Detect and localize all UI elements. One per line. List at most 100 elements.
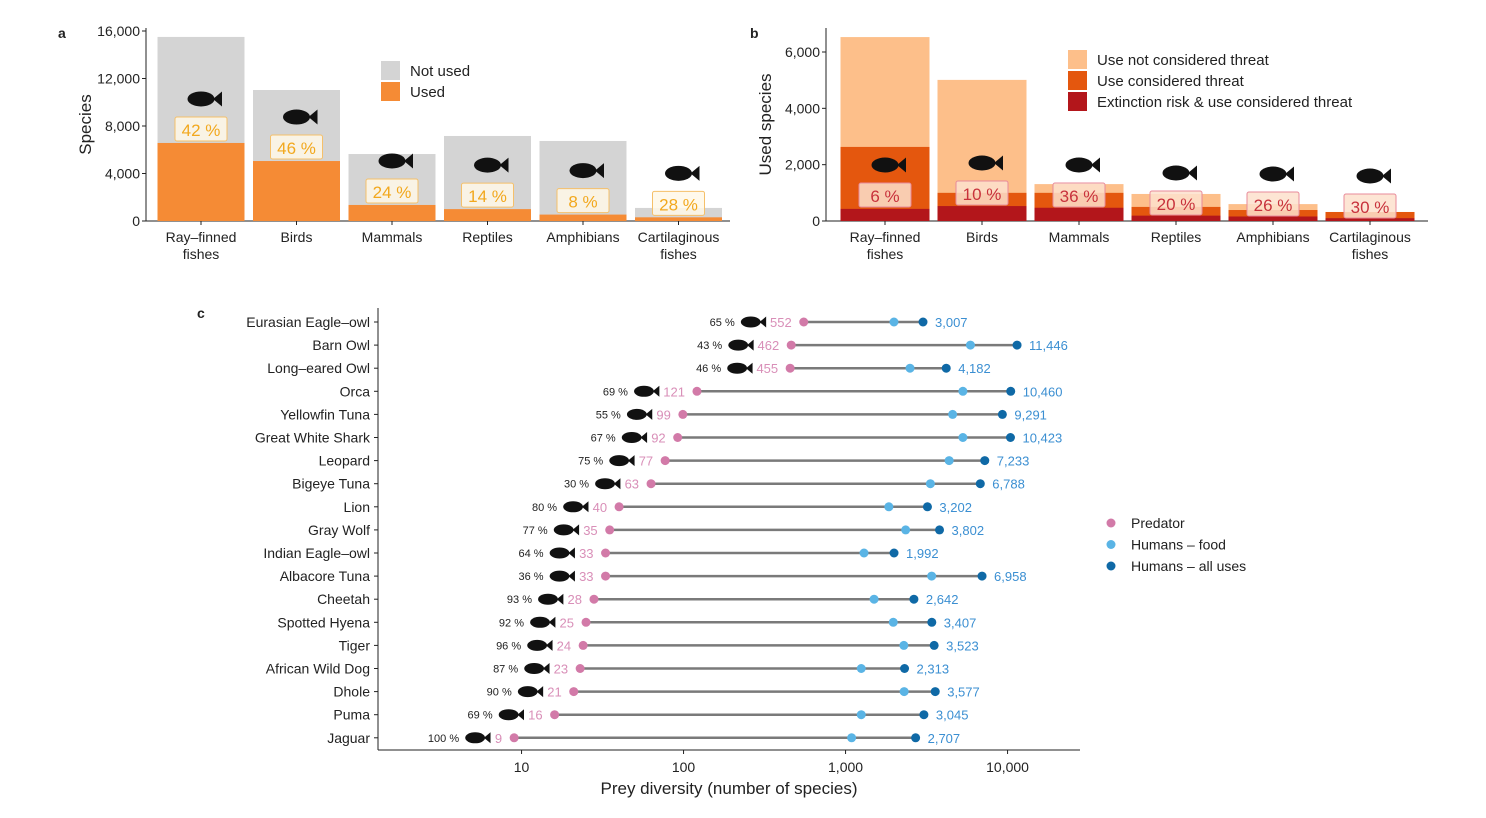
- percent-label: 69 %: [468, 710, 493, 722]
- panel-c: 10 100 1,000 10,000 Prey diversity (number o…: [246, 308, 1246, 798]
- bird-icon: [283, 109, 318, 125]
- x-axis-title: Prey diversity (number of species): [601, 779, 858, 798]
- percent-label: 30 %: [564, 479, 589, 491]
- x-tick-label-line: Birds: [966, 229, 998, 245]
- y-tick-label: 2,000: [785, 157, 820, 173]
- food-point: [944, 456, 954, 466]
- all-uses-value: 4,182: [958, 361, 991, 376]
- bar-used: [539, 214, 627, 221]
- all-uses-value: 10,460: [1023, 384, 1063, 399]
- species-label: Long–eared Owl: [267, 360, 370, 376]
- data-label-text: 6 %: [870, 187, 899, 206]
- data-label-text: 10 %: [963, 185, 1002, 204]
- all-uses-value: 6,788: [992, 477, 1025, 492]
- y-axis-title: Species: [76, 94, 95, 154]
- predator-value: 99: [656, 407, 670, 422]
- predator-point: [692, 386, 702, 396]
- predator-value: 33: [579, 546, 593, 561]
- x-tick-label: Birds: [281, 229, 313, 245]
- predator-point: [786, 340, 796, 350]
- orca-icon-tail: [652, 385, 660, 397]
- owl-icon-body: [740, 316, 761, 328]
- food-point: [958, 386, 968, 396]
- predator-point: [550, 710, 560, 720]
- species-label: Spotted Hyena: [277, 614, 370, 630]
- species-label: Dhole: [333, 684, 370, 700]
- all-uses-value: 1,992: [906, 546, 939, 561]
- x-tick-label: Mammals: [362, 229, 423, 245]
- tiger-icon: [527, 639, 553, 651]
- owl-icon: [549, 547, 575, 559]
- all-uses-value: 3,407: [944, 615, 977, 630]
- data-label-box: [365, 178, 419, 204]
- legend-label: Not used: [410, 63, 470, 80]
- boar-icon: [1065, 157, 1100, 173]
- legend-marker: [1106, 540, 1116, 549]
- species-label: Lion: [344, 499, 370, 515]
- x-tick-label-line: Birds: [281, 229, 313, 245]
- food-point: [889, 317, 899, 327]
- data-label: 36 %: [1052, 182, 1106, 208]
- fish-icon-tail: [213, 91, 222, 107]
- bar-extinction-risk-use-considered-threat: [1228, 216, 1318, 221]
- tuna-icon-body: [595, 478, 615, 490]
- lion-icon-tail: [581, 501, 589, 513]
- row-gray-wolf: Gray Wolf 35 3,802 77 %: [308, 522, 984, 538]
- chameleon-icon-tail: [499, 157, 509, 173]
- percent-label: 90 %: [487, 687, 512, 699]
- all-uses-value: 3,202: [939, 500, 972, 515]
- owl-icon-tail: [759, 316, 767, 328]
- food-point: [965, 340, 975, 350]
- tuna-icon-tail: [645, 408, 653, 420]
- x-tick-label-line: Reptiles: [462, 229, 513, 245]
- hyena-icon-tail: [548, 616, 556, 628]
- data-label-box: [1246, 191, 1300, 217]
- x-tick-label-line: fishes: [867, 246, 904, 262]
- x-tick-label: Reptiles: [1151, 229, 1202, 245]
- data-label-text: 24 %: [373, 183, 412, 202]
- bar-extinction-risk-use-considered-threat: [1325, 218, 1415, 221]
- predator-value: 21: [547, 685, 561, 700]
- data-label-text: 14 %: [468, 187, 507, 206]
- bar-extinction-risk-use-considered-threat: [1034, 207, 1124, 221]
- predator-value: 92: [651, 431, 665, 446]
- x-tick-label: Ray–finned fishes: [166, 229, 237, 262]
- cheetah-icon: [538, 593, 564, 605]
- data-label-text: 46 %: [277, 139, 316, 158]
- predator-value: 33: [579, 569, 593, 584]
- data-label-box: [270, 134, 323, 160]
- shark-icon-body: [1356, 168, 1384, 184]
- percent-label: 100 %: [428, 733, 459, 745]
- predator-point: [660, 456, 670, 466]
- tuna-icon: [595, 478, 621, 490]
- shark-icon: [665, 165, 700, 181]
- data-label: 14 %: [461, 182, 514, 208]
- all-uses-value: 3,523: [946, 638, 979, 653]
- bar-not-used: [444, 135, 531, 221]
- bird-icon-tail: [308, 109, 318, 125]
- shark-icon-body: [621, 432, 642, 443]
- tiger-icon-tail: [545, 639, 553, 651]
- bird-icon-tail: [994, 155, 1003, 171]
- row-yellowfin-tuna: Yellowfin Tuna 99 9,291 55 %: [280, 406, 1047, 422]
- wolf-icon: [553, 524, 580, 536]
- x-tick-label-line: Ray–finned: [166, 229, 237, 245]
- y-tick-label: 12,000: [97, 71, 140, 87]
- data-label: 6 %: [858, 182, 912, 208]
- predator-point: [646, 479, 656, 489]
- row-dhole: Dhole 21 3,577 90 %: [333, 684, 979, 700]
- all-uses-point: [930, 687, 940, 697]
- predator-point: [578, 640, 588, 650]
- leopard-icon: [609, 455, 635, 467]
- species-label: Cheetah: [317, 591, 370, 607]
- cheetah-icon-tail: [556, 593, 564, 605]
- all-uses-value: 9,291: [1014, 407, 1047, 422]
- predator-point: [575, 664, 585, 673]
- x-tick-label-line: fishes: [660, 246, 697, 262]
- bar-extinction-risk-use-considered-threat: [937, 206, 1027, 221]
- all-uses-value: 2,642: [926, 592, 959, 607]
- fish-icon: [871, 157, 906, 173]
- data-label: 28 %: [652, 190, 705, 216]
- species-label: Tiger: [339, 637, 371, 653]
- fish-icon: [187, 91, 222, 107]
